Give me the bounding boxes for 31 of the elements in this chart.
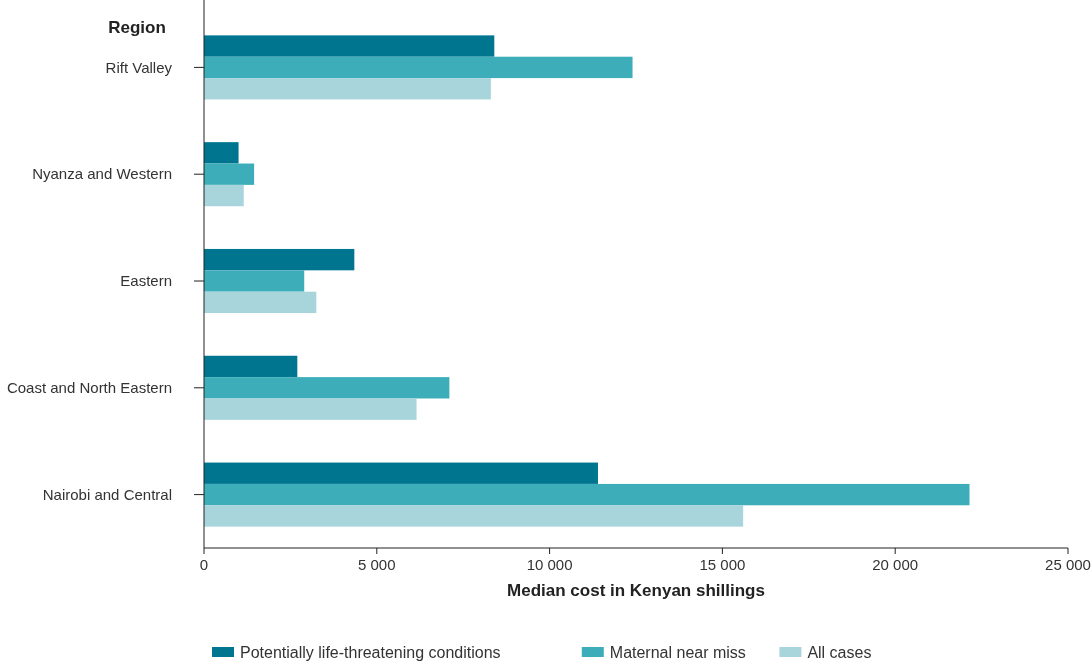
y-tick-label: Nairobi and Central (42, 485, 172, 503)
x-axis-title: Median cost in Kenyan shillings (507, 581, 765, 600)
y-axis-title: Region (108, 17, 166, 37)
bar (204, 142, 239, 164)
bar (204, 483, 970, 506)
x-tick-label: 25 000 (1045, 556, 1091, 573)
x-tick-label: 10 000 (526, 556, 573, 573)
bar (204, 355, 298, 378)
legend-label: Maternal near miss (609, 643, 746, 661)
x-tick-label: 5 000 (358, 556, 396, 573)
bar (204, 56, 633, 79)
bar (204, 398, 417, 420)
bar (204, 248, 355, 271)
y-tick-label: Coast and North Eastern (6, 379, 172, 397)
x-tick-label: 15 000 (699, 556, 746, 573)
bar (204, 377, 450, 399)
bar (204, 270, 305, 292)
bar (204, 505, 744, 527)
y-tick-label: Eastern (120, 272, 172, 290)
y-tick-label: Nyanza and Western (32, 165, 172, 183)
bar (204, 78, 491, 100)
bar (204, 184, 244, 207)
bar (204, 462, 598, 484)
legend-label: Potentially life-threatening conditions (240, 643, 501, 661)
legend-label: All cases (807, 643, 872, 661)
bar (204, 163, 255, 185)
bar (204, 35, 495, 57)
x-tick-label: 20 000 (872, 556, 919, 573)
y-tick-label: Rift Valley (105, 58, 173, 76)
bar (204, 291, 317, 314)
x-tick-label: 0 (199, 556, 209, 573)
